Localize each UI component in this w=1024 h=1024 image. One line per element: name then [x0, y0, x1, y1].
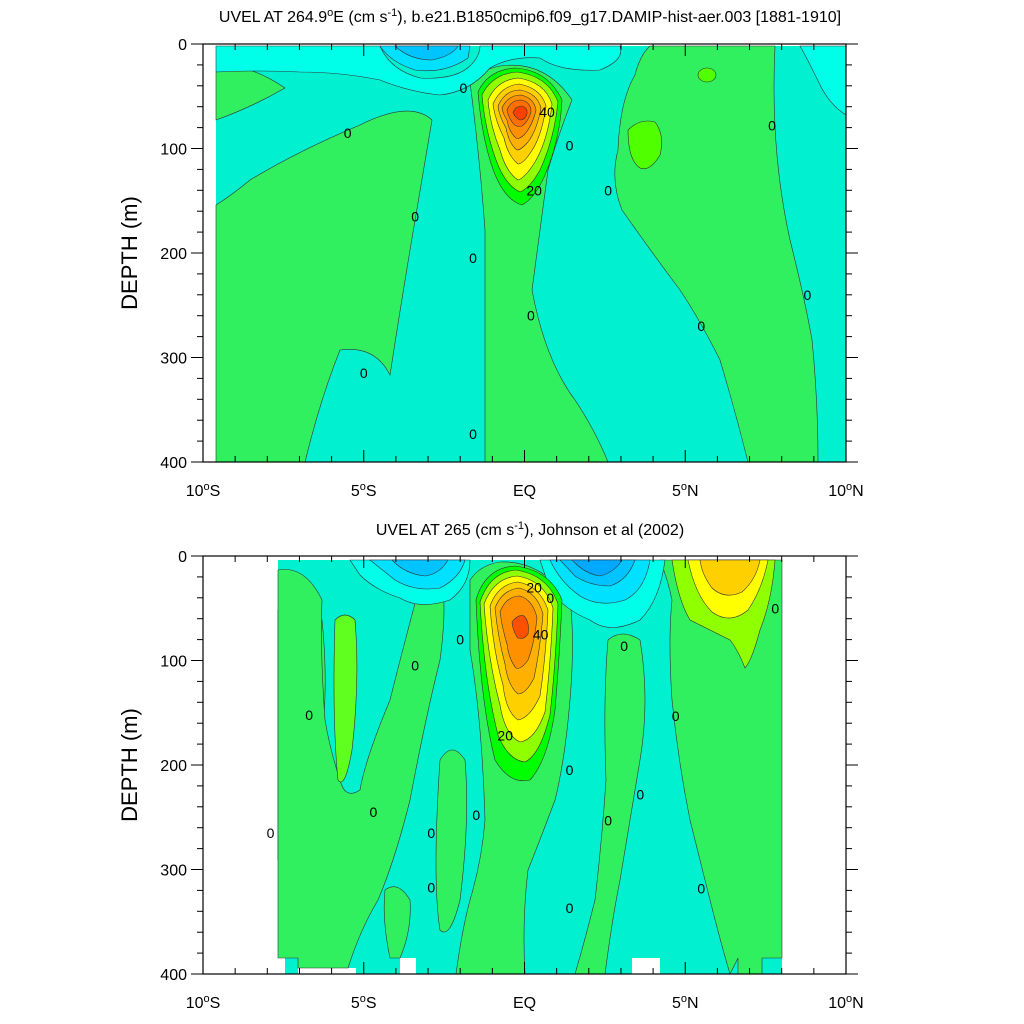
panel-bottom: UVEL AT 265 (cm s-1), Johnson et al (200… — [117, 520, 864, 1012]
panel-bottom-y-tick-labels: 0 100 200 300 400 — [160, 549, 187, 984]
panel-top-y-tick-label: 400 — [160, 455, 187, 472]
panel-bottom-contour-label: 0 — [472, 807, 480, 823]
panel-bottom-x-tick-label: 5oS — [351, 993, 377, 1012]
panel-bottom-contour-label: 20 — [497, 728, 513, 744]
panel-bottom-contour-label: 0 — [636, 786, 644, 802]
panel-bottom-contour-field — [277, 559, 783, 974]
panel-top-y-tick-label: 0 — [178, 37, 187, 54]
panel-bottom-ticks — [191, 555, 858, 975]
panel-top-y-tick-label: 100 — [160, 142, 187, 159]
panel-top-contour-label: 0 — [804, 287, 812, 303]
panel-top-y-tick-labels: 0 100 200 300 400 — [160, 37, 187, 472]
panel-bottom-x-tick-label: 10oN — [828, 993, 863, 1012]
panel-top-contour-label: 0 — [566, 137, 574, 153]
panel-bottom-contour-label: 0 — [771, 600, 779, 616]
panel-top-contour-label: 20 — [526, 182, 542, 198]
panel-top-contour-label: 0 — [768, 118, 776, 134]
panel-bottom-contour-label: 0 — [604, 812, 612, 828]
panel-top-x-tick-label: 5oS — [351, 481, 377, 500]
panel-top-contour-labels: 40 20 0 0 0 0 0 0 0 0 0 0 0 0 — [344, 80, 812, 442]
panel-top-contour-label: 0 — [411, 208, 419, 224]
panel-bottom-x-tick-label: 5oN — [672, 993, 699, 1012]
panel-top-contour-label: 0 — [460, 80, 468, 96]
panel-top-contour-label: 40 — [539, 104, 555, 120]
panel-bottom-y-tick-label: 0 — [178, 549, 187, 566]
panel-bottom-contour-label: 0 — [427, 825, 435, 841]
panel-bottom-y-tick-label: 100 — [160, 654, 187, 671]
panel-bottom-contour-label: 40 — [533, 626, 549, 642]
panel-top-ticks — [191, 43, 858, 463]
panel-top: UVEL AT 264.9oE (cm s-1), b.e21.B1850cmi… — [117, 7, 864, 500]
panel-top-y-axis-label: DEPTH (m) — [117, 196, 142, 310]
panel-bottom-contour-label: 0 — [305, 707, 313, 723]
panel-top-title: UVEL AT 264.9oE (cm s-1), b.e21.B1850cmi… — [219, 7, 841, 26]
panel-bottom-y-tick-label: 300 — [160, 863, 187, 880]
panel-top-x-tick-labels: 10oS 5oS EQ 5oN 10oN — [186, 481, 864, 500]
panel-bottom-y-tick-label: 400 — [160, 967, 187, 984]
panel-bottom-contour-label: 0 — [566, 900, 574, 916]
panel-bottom-contour-label: 0 — [620, 638, 628, 654]
panel-top-contour-label: 0 — [527, 308, 535, 324]
panel-top-x-tick-label: EQ — [513, 483, 536, 500]
panel-top-x-tick-label: 10oN — [828, 481, 863, 500]
panel-top-contour-label: 0 — [344, 125, 352, 141]
panel-bottom-contour-label: 0 — [267, 825, 275, 841]
panel-bottom-contour-label: 20 — [526, 579, 542, 595]
panel-bottom-contour-label: 0 — [427, 879, 435, 895]
panel-bottom-y-tick-label: 200 — [160, 758, 187, 775]
panel-top-contour-label: 0 — [469, 426, 477, 442]
panel-bottom-contour-label: 0 — [697, 880, 705, 896]
panel-bottom-x-tick-labels: 10oS 5oS EQ 5oN 10oN — [186, 993, 864, 1012]
panel-top-contour-field — [215, 45, 846, 462]
panel-top-x-tick-label: 5oN — [672, 481, 699, 500]
panel-bottom-contour-label: 0 — [546, 590, 554, 606]
panel-bottom-title: UVEL AT 265 (cm s-1), Johnson et al (200… — [376, 520, 684, 539]
panel-top-contour-label: 0 — [360, 365, 368, 381]
panel-bottom-contour-label: 0 — [411, 658, 419, 674]
panel-bottom-contour-label: 0 — [566, 762, 574, 778]
panel-top-y-tick-label: 200 — [160, 246, 187, 263]
panel-bottom-x-tick-label: 10oS — [186, 993, 221, 1012]
panel-top-contour-label: 0 — [469, 250, 477, 266]
panel-bottom-contour-label: 0 — [672, 708, 680, 724]
panel-bottom-contour-label: 0 — [456, 632, 464, 648]
panel-top-x-tick-label: 10oS — [186, 481, 221, 500]
panel-bottom-y-axis-label: DEPTH (m) — [117, 708, 142, 822]
panel-bottom-x-tick-label: EQ — [513, 995, 536, 1012]
panel-bottom-contour-label: 0 — [369, 804, 377, 820]
panel-top-contour-label: 0 — [604, 182, 612, 198]
panel-top-y-tick-label: 300 — [160, 351, 187, 368]
panel-top-contour-label: 0 — [697, 318, 705, 334]
